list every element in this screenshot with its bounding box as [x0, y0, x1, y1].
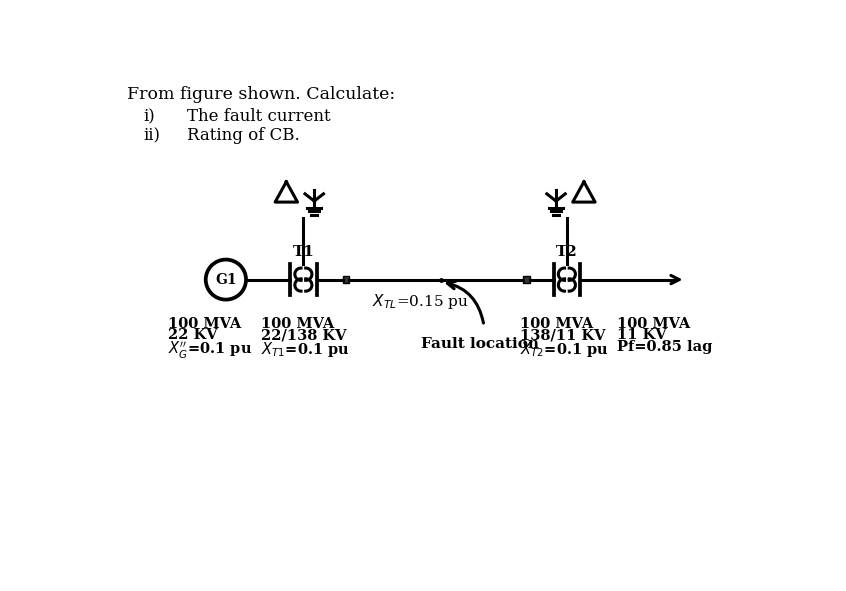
Text: Fault location: Fault location [421, 337, 539, 351]
Text: ii): ii) [143, 127, 160, 144]
Text: 138/11 KV: 138/11 KV [520, 328, 606, 342]
Text: 22/138 KV: 22/138 KV [261, 328, 346, 342]
Text: $X_G''$=0.1 pu: $X_G''$=0.1 pu [168, 340, 252, 361]
Text: i): i) [143, 108, 155, 125]
Text: $X_{T2}$=0.1 pu: $X_{T2}$=0.1 pu [520, 340, 609, 359]
Text: T2: T2 [556, 245, 578, 259]
Bar [523, 276, 530, 283]
Text: The fault current: The fault current [187, 108, 331, 125]
Text: $X_{TL}$=0.15 pu: $X_{TL}$=0.15 pu [372, 292, 470, 311]
Text: Pf=0.85 lag: Pf=0.85 lag [618, 340, 712, 353]
Text: 100 MVA: 100 MVA [618, 317, 690, 330]
Text: 11 KV: 11 KV [618, 328, 667, 342]
Bar [343, 276, 349, 283]
Text: From figure shown. Calculate:: From figure shown. Calculate: [128, 86, 396, 103]
Text: T1: T1 [293, 245, 315, 259]
Text: Rating of CB.: Rating of CB. [187, 127, 299, 144]
Text: G1: G1 [215, 272, 237, 287]
Text: 100 MVA: 100 MVA [520, 317, 594, 330]
Text: 100 MVA: 100 MVA [261, 317, 334, 330]
Text: 22 KV: 22 KV [168, 328, 217, 342]
Text: $X_{T1}$=0.1 pu: $X_{T1}$=0.1 pu [261, 340, 349, 359]
Text: 100 MVA: 100 MVA [168, 317, 241, 330]
